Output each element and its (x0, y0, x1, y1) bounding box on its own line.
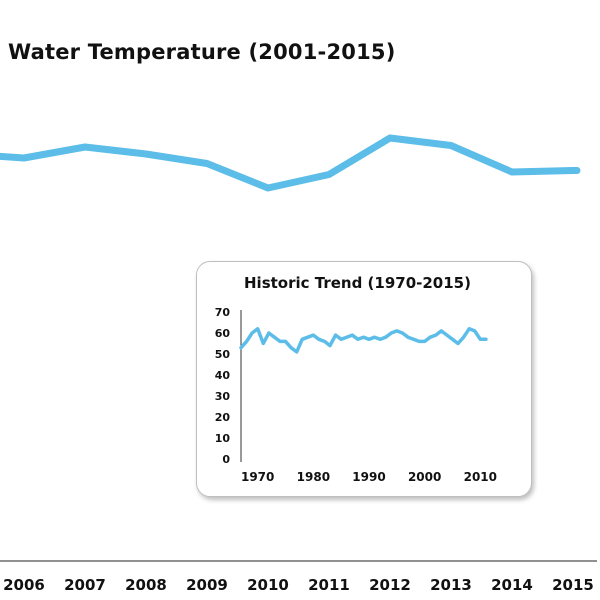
inset-x-tick-label: 2010 (464, 470, 497, 484)
inset-y-tick-label: 30 (215, 390, 231, 403)
inset-x-tick-label: 1990 (352, 470, 385, 484)
inset-x-tick-label: 1970 (241, 470, 274, 484)
main-series-line (0, 134, 581, 192)
main-x-tick-label: 2010 (247, 576, 289, 594)
main-x-tick-label: 2008 (125, 576, 167, 594)
main-x-tick-label: 2006 (3, 576, 45, 594)
inset-y-tick-label: 0 (222, 453, 230, 466)
inset-y-tick-label: 10 (215, 432, 231, 445)
inset-y-tick-label: 40 (215, 369, 231, 382)
main-chart-title: Water Temperature (2001-2015) (8, 40, 396, 64)
main-x-tick-label: 2007 (64, 576, 106, 594)
inset-y-tick-label: 20 (215, 411, 231, 424)
inset-chart-title: Historic Trend (1970-2015) (244, 274, 471, 292)
inset-y-tick-label: 70 (215, 306, 231, 319)
inset-x-tick-label: 2000 (408, 470, 441, 484)
inset-series-line (239, 327, 488, 354)
main-x-tick-label: 2009 (186, 576, 228, 594)
main-x-tick-label: 2012 (369, 576, 411, 594)
inset-y-tick-label: 60 (215, 327, 231, 340)
inset-chart-panel: Historic Trend (1970-2015) 0 10 20 30 40 50 60… (196, 261, 532, 497)
main-x-tick-label: 2014 (491, 576, 533, 594)
inset-x-tick-label: 1980 (297, 470, 330, 484)
main-x-tick-label: 2013 (430, 576, 472, 594)
inset-y-tick-label: 50 (215, 348, 231, 361)
main-x-tick-label: 2015 (552, 576, 594, 594)
main-x-tick-label: 2011 (308, 576, 350, 594)
inset-line-chart: 0 10 20 30 40 50 60 70 1970 1980 1990 2000 2010 (215, 306, 497, 484)
